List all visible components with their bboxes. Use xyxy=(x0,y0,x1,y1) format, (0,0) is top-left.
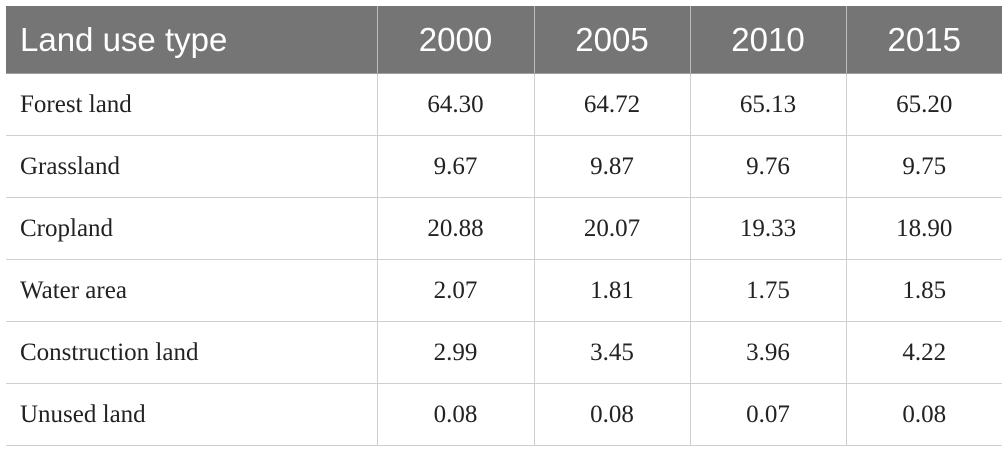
table-cell: 9.76 xyxy=(689,135,847,198)
table-cell: 20.88 xyxy=(376,197,535,260)
table-row: Water area 2.07 1.81 1.75 1.85 xyxy=(6,259,1002,322)
table-cell: 2.99 xyxy=(376,321,535,384)
table-cell: 9.87 xyxy=(533,135,691,198)
header-year-2000: 2000 xyxy=(377,6,535,74)
table-cell: 64.30 xyxy=(376,73,535,136)
table-cell: 2.07 xyxy=(376,259,535,322)
table-row: Grassland 9.67 9.87 9.76 9.75 xyxy=(6,135,1002,198)
table-cell: 1.81 xyxy=(533,259,691,322)
table-cell: 65.20 xyxy=(845,73,1002,136)
table-row: Cropland 20.88 20.07 19.33 18.90 xyxy=(6,197,1002,260)
row-label: Unused land xyxy=(6,383,378,446)
land-use-table: Land use type 2000 2005 2010 2015 Forest… xyxy=(6,6,1002,446)
table-cell: 64.72 xyxy=(533,73,691,136)
table-cell: 9.75 xyxy=(845,135,1002,198)
table-cell: 9.67 xyxy=(376,135,535,198)
table-cell: 1.85 xyxy=(845,259,1002,322)
header-year-2015: 2015 xyxy=(846,6,1002,74)
header-year-2010: 2010 xyxy=(690,6,847,74)
table-cell: 20.07 xyxy=(533,197,691,260)
table-cell: 1.75 xyxy=(689,259,847,322)
table-cell: 65.13 xyxy=(689,73,847,136)
row-label: Construction land xyxy=(6,321,378,384)
table-body: Forest land 64.30 64.72 65.13 65.20 Gras… xyxy=(6,73,1002,446)
table-row: Construction land 2.99 3.45 3.96 4.22 xyxy=(6,321,1002,384)
table-cell: 3.45 xyxy=(533,321,691,384)
table-cell: 3.96 xyxy=(689,321,847,384)
table-header: Land use type 2000 2005 2010 2015 xyxy=(6,6,1002,74)
row-label: Forest land xyxy=(6,73,378,136)
row-label: Water area xyxy=(6,259,378,322)
land-use-table-container: Land use type 2000 2005 2010 2015 Forest… xyxy=(6,6,1002,446)
table-cell: 0.07 xyxy=(689,383,847,446)
table-cell: 0.08 xyxy=(533,383,691,446)
table-row: Forest land 64.30 64.72 65.13 65.20 xyxy=(6,73,1002,136)
table-cell: 18.90 xyxy=(845,197,1002,260)
header-land-use-type: Land use type xyxy=(6,6,378,74)
table-cell: 0.08 xyxy=(845,383,1002,446)
row-label: Cropland xyxy=(6,197,378,260)
header-year-2005: 2005 xyxy=(534,6,691,74)
table-cell: 4.22 xyxy=(845,321,1002,384)
table-row: Unused land 0.08 0.08 0.07 0.08 xyxy=(6,383,1002,446)
header-row: Land use type 2000 2005 2010 2015 xyxy=(6,6,1002,74)
table-cell: 0.08 xyxy=(376,383,535,446)
table-cell: 19.33 xyxy=(689,197,847,260)
row-label: Grassland xyxy=(6,135,378,198)
